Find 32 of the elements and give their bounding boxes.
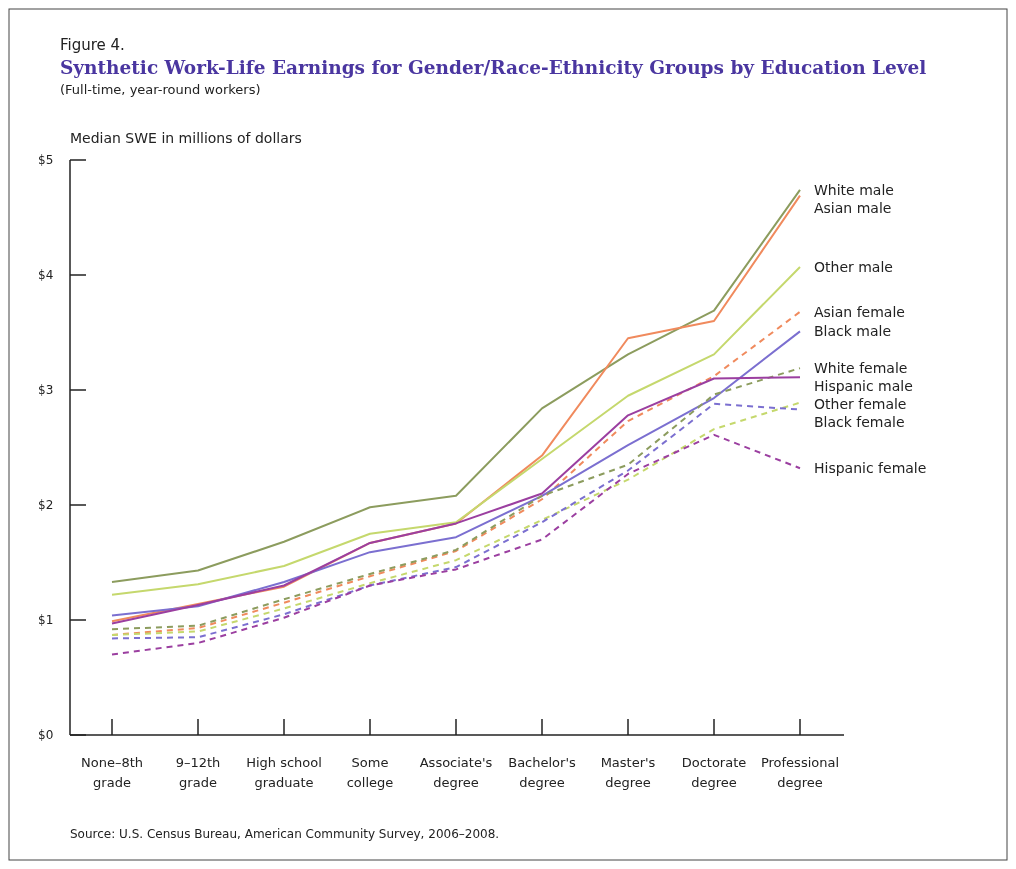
y-axis-title: Median SWE in millions of dollars — [70, 130, 302, 146]
chart-title: Synthetic Work-Life Earnings for Gender/Race-Ethnicity Groups by Education Level — [60, 57, 927, 78]
series-label: White female — [814, 360, 908, 377]
x-tick-label: None–8th grade — [80, 755, 144, 790]
y-tick-label: $4 — [38, 268, 54, 282]
y-tick-label: $1 — [38, 613, 54, 627]
series-label: Other female — [814, 396, 907, 413]
x-tick-label: Associate's degree — [419, 755, 493, 790]
y-tick-label: $3 — [38, 383, 54, 397]
series-label: Hispanic female — [814, 460, 927, 477]
series-label: Black male — [814, 323, 892, 340]
series-label: Hispanic male — [814, 378, 913, 395]
y-tick-label: $5 — [38, 153, 54, 167]
line-series — [111, 265, 801, 596]
series-label: Other male — [814, 258, 893, 275]
x-tick-label: Doctorate degree — [681, 755, 747, 790]
x-tick-label: Bachelor's degree — [508, 755, 576, 790]
x-tick-label: Some college — [346, 755, 394, 790]
series-label: Black female — [814, 414, 905, 431]
series-label: Asian male — [814, 199, 892, 216]
x-tick-label: Professional degree — [760, 755, 840, 790]
x-tick-label: 9–12th grade — [175, 755, 221, 790]
x-tick-label: High school graduate — [246, 755, 322, 790]
y-tick-label: $0 — [38, 728, 54, 742]
series-label: White male — [814, 181, 894, 198]
line-series — [111, 433, 801, 656]
chart-subtitle: (Full-time, year-round workers) — [60, 82, 261, 97]
caption: Figure 4. — [60, 36, 125, 54]
source-note: Source: U.S. Census Bureau, American Community Survey, 2006–2008. — [70, 827, 500, 841]
y-tick-label: $2 — [38, 498, 54, 512]
series-label: Asian female — [814, 303, 905, 320]
x-tick-label: Master's degree — [600, 755, 656, 790]
